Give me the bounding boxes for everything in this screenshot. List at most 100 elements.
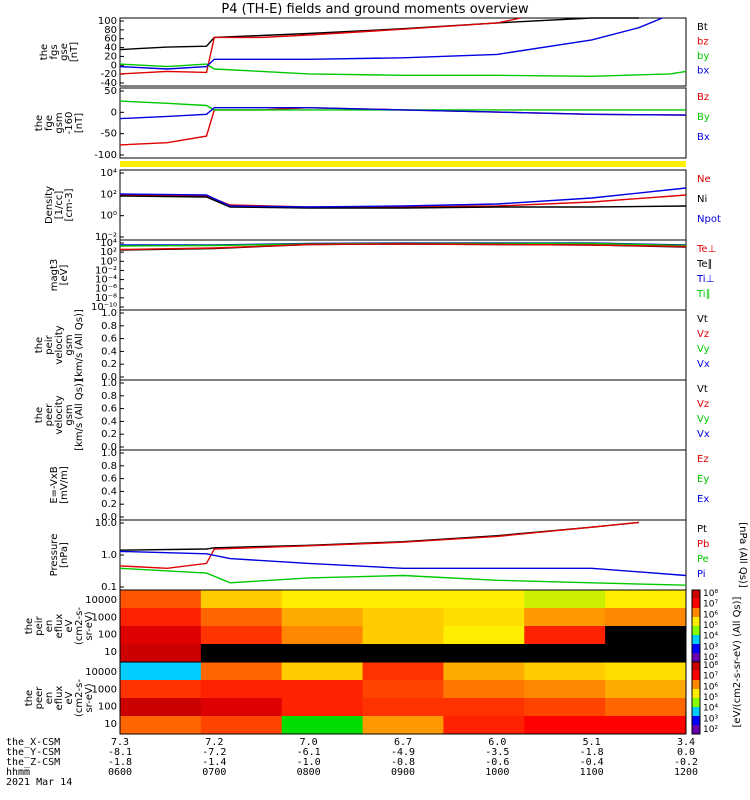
- spectrogram-cell: [524, 662, 606, 681]
- series-line-bz: [119, 17, 522, 75]
- y-axis-label: the: [34, 115, 45, 131]
- y-tick-label: 1.0: [101, 378, 117, 389]
- spectrogram-cell: [200, 590, 283, 609]
- y-tick-label: 0.8: [101, 391, 117, 402]
- legend-entry: Ti∥: [696, 289, 711, 300]
- series-line-Pi: [119, 550, 687, 577]
- x-axis-value: -0.2: [674, 757, 698, 768]
- y-tick-label: 10²: [100, 247, 117, 258]
- y-tick-label: 0.2: [101, 499, 117, 510]
- y-tick-label: 1000: [92, 612, 117, 623]
- spectrogram-cell: [281, 698, 364, 717]
- series-line-Pb: [119, 521, 639, 570]
- legend-entry: By: [697, 112, 710, 123]
- spectrogram-cell: [281, 662, 364, 681]
- x-axis-value: 3.4: [677, 737, 695, 748]
- legend-entry: Vt: [697, 314, 708, 325]
- x-axis-value: 0.0: [677, 747, 695, 758]
- y-tick-label: 0.6: [101, 334, 117, 345]
- y-tick-label: 10.0: [95, 518, 117, 529]
- spectrogram-cell: [524, 626, 606, 645]
- x-axis-row-label: the_Y-CSM: [6, 747, 60, 758]
- legend-entry: bx: [697, 66, 709, 77]
- y-tick-label: 10⁰: [100, 211, 117, 222]
- legend-entry: Bt: [697, 22, 708, 33]
- y-tick-label: 0.0: [101, 512, 117, 523]
- y-tick-label: 50: [104, 86, 117, 97]
- y-tick-label: 0.4: [101, 486, 117, 497]
- y-tick-label: 0.4: [101, 346, 117, 357]
- x-axis-value: -1.8: [580, 747, 604, 758]
- legend-entry: Vz: [697, 329, 709, 340]
- colorbar-tick-label: 10⁶: [703, 610, 718, 620]
- y-tick-label: 10000: [85, 595, 117, 606]
- x-axis-value: -3.5: [485, 747, 509, 758]
- legend-entry: Pt: [697, 524, 707, 535]
- y-tick-label: 0: [111, 60, 117, 71]
- y-axis-label: [1/cc]: [54, 191, 65, 220]
- spectrogram-cell: [120, 590, 202, 609]
- spectrogram-cell: [524, 590, 606, 609]
- x-axis-value: 7.2: [205, 737, 223, 748]
- x-axis-value: 7.3: [111, 737, 129, 748]
- y-tick-label: 1.0: [101, 550, 117, 561]
- x-axis-value: 0600: [108, 767, 132, 778]
- spectrogram-cell: [281, 590, 364, 609]
- x-axis-value: -1.8: [108, 757, 132, 768]
- y-tick-label: 80: [104, 25, 117, 36]
- y-axis-label: [km/s (All Qs)]: [74, 309, 85, 381]
- y-tick-label: 1.0: [101, 448, 117, 459]
- y-tick-label: 10: [104, 647, 117, 658]
- side-label: [nPa (All Qs)]: [737, 522, 748, 588]
- colorbar-segment: [692, 653, 700, 663]
- x-axis-value: 0900: [391, 767, 415, 778]
- colorbar-segment: [692, 644, 700, 654]
- x-axis-row-label: hhmm: [6, 767, 30, 778]
- colorbar-tick-label: 10²: [703, 653, 718, 663]
- colorbar-tick-label: 10³: [703, 642, 718, 652]
- spectrogram-cell: [120, 698, 202, 717]
- colorbar-segment: [692, 599, 700, 609]
- colorbar-tick-label: 10⁴: [703, 704, 718, 714]
- y-axis-label: peer: [34, 686, 45, 710]
- spectrogram-cell: [443, 716, 525, 735]
- series-line-bx: [119, 17, 663, 70]
- spectrogram-cell: [605, 608, 687, 627]
- colorbar-tick-label: 10²: [703, 725, 718, 735]
- y-axis-label: [nPa]: [59, 542, 70, 568]
- spectrogram-cell: [443, 608, 525, 627]
- y-tick-label: 10⁻⁴: [95, 275, 117, 286]
- y-axis-label: velocity: [54, 325, 65, 364]
- series-line-Pt: [119, 521, 639, 551]
- x-axis-value: -8.1: [108, 747, 132, 758]
- colorbar-segment: [692, 662, 700, 672]
- series-line-Bt: [119, 17, 639, 51]
- x-axis-value: 1200: [674, 767, 698, 778]
- y-axis-label: the: [24, 618, 35, 634]
- y-axis-label: peir: [44, 334, 55, 354]
- y-tick-label: 0.8: [101, 321, 117, 332]
- legend-entry: Ez: [697, 454, 709, 465]
- spectrogram-cell: [120, 644, 202, 663]
- spectrogram-cell: [443, 662, 525, 681]
- y-tick-label: 10⁻²: [95, 232, 117, 243]
- series-line-Bx: [119, 106, 687, 120]
- y-axis-label: gse: [59, 43, 70, 61]
- y-axis-label: E=-VxB: [49, 466, 60, 503]
- y-axis-label: peer: [44, 403, 55, 427]
- spectrogram-cell: [200, 716, 283, 735]
- spectrogram-cell: [524, 698, 606, 717]
- y-tick-label: 0.6: [101, 404, 117, 415]
- x-axis-value: 1100: [580, 767, 604, 778]
- y-tick-label: 100: [98, 16, 117, 27]
- legend-entry: Ni: [697, 194, 707, 205]
- colorbar-tick-label: 10⁷: [703, 600, 718, 610]
- spectrogram-cell: [605, 680, 687, 699]
- spectrogram-cell: [281, 626, 364, 645]
- colorbar-tick-label: 10⁵: [703, 693, 718, 703]
- y-axis-label: peir: [34, 615, 45, 635]
- spectrogram-cell: [443, 590, 525, 609]
- x-axis-value: 0700: [202, 767, 226, 778]
- y-tick-label: 20: [104, 51, 117, 62]
